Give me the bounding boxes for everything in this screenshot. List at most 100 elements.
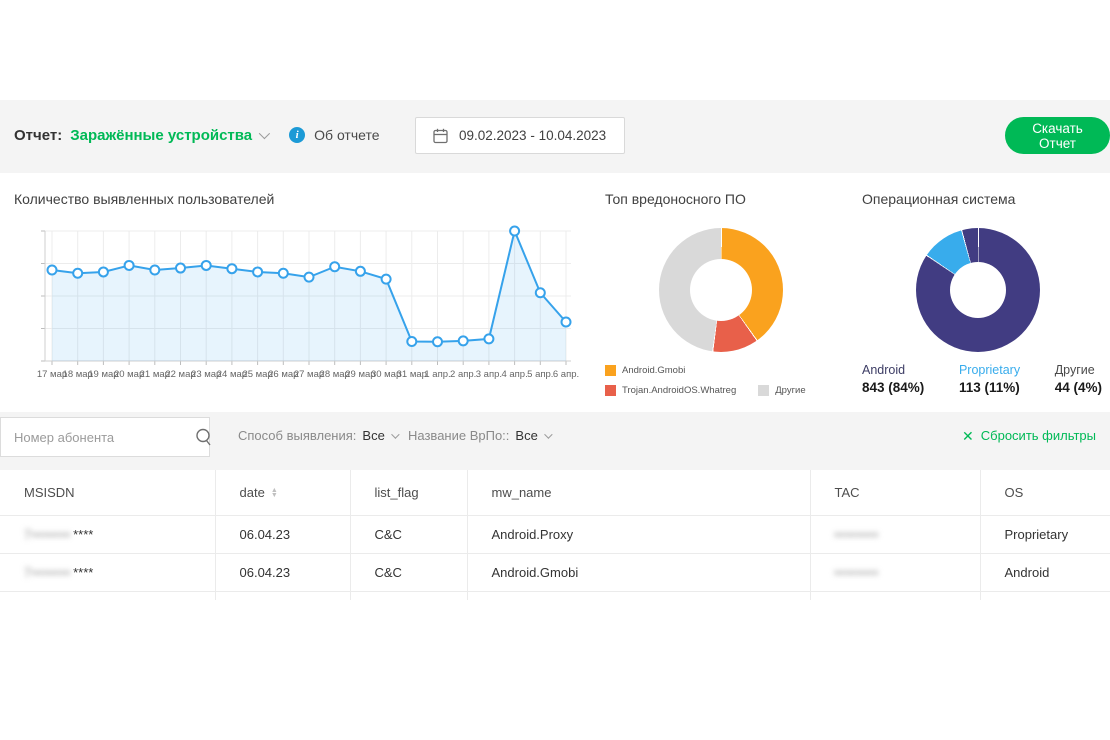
column-header-os: OS <box>979 470 1110 516</box>
legend-item[interactable]: Android.Gmobi <box>605 365 685 376</box>
devices-table-card: MSISDN date ▲ ▼ list_flag mw_name TAC OS 7•••••… <box>0 470 1110 600</box>
x-tick-label: 28 мар <box>320 369 350 380</box>
os-stat-value: 843 (84%) <box>862 380 925 395</box>
x-tick-label: 30 мар <box>371 369 401 380</box>
legend-swatch <box>605 385 616 396</box>
filter-value: Все <box>515 428 538 443</box>
msisdn-mask-suffix: **** <box>73 526 94 542</box>
msisdn-mask-suffix: **** <box>73 564 94 580</box>
users-line-chart: 17 мар 18 мар 19 мар 20 мар 21 мар 22 мар 23 м… <box>14 221 590 393</box>
report-header: Отчет: Заражённые устройства i Об отчете <box>0 100 1110 170</box>
about-report-link[interactable]: Об отчете <box>314 127 380 143</box>
cell-tac: •••••••• <box>809 553 981 592</box>
x-tick-label: 20 мар <box>114 369 144 380</box>
filter-label: Способ выявления: <box>238 428 357 443</box>
malware-chart-title: Топ вредоносного ПО <box>605 191 746 207</box>
os-stat-value: 113 (11%) <box>958 380 1020 395</box>
cell-os: Android <box>979 553 1110 592</box>
legend-item[interactable]: Другие <box>758 385 806 396</box>
os-stat-label: Android <box>862 363 906 377</box>
cell-list-flag: C&C <box>349 553 468 592</box>
blurred-tac: •••••••• <box>834 526 879 542</box>
x-tick-label: 19 мар <box>88 369 118 380</box>
sort-icon[interactable]: ▲ ▼ <box>270 486 278 500</box>
cell-date: 06.04.23 <box>214 515 351 554</box>
search-icon <box>196 428 211 446</box>
os-donut-hole <box>950 262 1006 318</box>
column-header-tac: TAC <box>809 470 981 516</box>
cell-msisdn: 7••••••• **** <box>0 553 216 592</box>
chevron-down-icon <box>390 429 400 439</box>
table-row[interactable]: 7••••••• **** 06.04.23 C&C Android.Gmobi ••••… <box>0 553 1110 592</box>
column-header-msisdn: MSISDN <box>0 470 216 516</box>
filter-value: Все <box>362 428 385 443</box>
reset-filters-label: Сбросить фильтры <box>980 428 1096 443</box>
info-icon[interactable]: i <box>289 127 306 143</box>
search-input[interactable] <box>1 429 190 445</box>
x-tick-label: 26 мар <box>268 369 298 380</box>
x-tick-label: 4 апр. <box>501 369 527 380</box>
search-button[interactable] <box>190 427 226 447</box>
legend-swatch <box>605 365 616 376</box>
x-tick-label: 5 апр. <box>527 369 553 380</box>
table-row[interactable]: 7••••••• **** 06.04.23 C&C Android.Proxy ••••… <box>0 515 1110 554</box>
cell-msisdn: 7••••••• **** <box>0 515 216 554</box>
malware-legend: Android.Gmobi Trojan.AndroidOS.Whatreg Дру… <box>605 365 845 396</box>
date-range-picker[interactable]: 09.02.2023 - 10.04.2023 <box>415 117 625 154</box>
date-range-value: 09.02.2023 - 10.04.2023 <box>459 128 607 143</box>
close-icon: ✕ <box>962 427 974 444</box>
os-stat: Другие 44 (4%) <box>1055 363 1102 395</box>
charts-card: Количество выявленных пользователей Топ … <box>0 173 1110 412</box>
x-tick-label: 27 мар <box>294 369 324 380</box>
os-stat: Android 843 (84%) <box>862 363 924 395</box>
filter-label: Название ВрПо:: <box>408 428 510 443</box>
reset-filters-button[interactable]: ✕ Сбросить фильтры <box>962 428 1096 443</box>
x-tick-label: 6 апр. <box>553 369 579 380</box>
chevron-down-icon[interactable] <box>258 127 271 140</box>
cell-tac: •••••••• <box>809 515 981 554</box>
legend-swatch <box>758 385 770 396</box>
malware-donut-hole <box>690 259 752 321</box>
cell-os: Proprietary <box>979 515 1110 554</box>
x-tick-label: 24 мар <box>217 369 247 380</box>
x-tick-label: 17 мар <box>37 369 67 380</box>
blurred-tac: •••••••• <box>834 564 879 580</box>
cell-mw-name: Android.Gmobi <box>466 553 811 592</box>
chevron-down-icon <box>543 429 553 439</box>
x-tick-label: 25 мар <box>242 369 272 380</box>
filter-row: Способ выявления: Все Название ВрПо:: Вс… <box>0 417 1110 459</box>
legend-label: Trojan.AndroidOS.Whatreg <box>622 385 737 396</box>
legend-item[interactable]: Trojan.AndroidOS.Whatreg <box>605 385 736 396</box>
devices-table: MSISDN date ▲ ▼ list_flag mw_name TAC OS 7•••••… <box>0 470 1110 600</box>
filter-malware-name[interactable]: Название ВрПо:: Все <box>408 428 553 443</box>
x-tick-label: 3 апр. <box>476 369 502 380</box>
column-header-date[interactable]: date ▲ ▼ <box>214 470 351 516</box>
legend-label: Android.Gmobi <box>622 365 686 376</box>
x-tick-label: 18 мар <box>63 369 93 380</box>
cell-mw-name: Android.Proxy <box>466 515 811 554</box>
download-report-button[interactable]: Скачать Отчет <box>1005 117 1110 154</box>
os-stat-label: Другие <box>1054 363 1095 377</box>
calendar-icon <box>433 128 448 143</box>
filter-detection-method[interactable]: Способ выявления: Все <box>238 428 400 443</box>
x-tick-label: 31 мар <box>397 369 427 380</box>
table-header-row: MSISDN date ▲ ▼ list_flag mw_name TAC OS <box>0 470 1110 516</box>
x-tick-label: 2 апр. <box>450 369 476 380</box>
os-chart-title: Операционная система <box>862 191 1016 207</box>
report-selector[interactable]: Заражённые устройства <box>70 126 253 144</box>
blurred-msisdn: 7••••••• <box>24 526 72 542</box>
x-tick-label: 21 мар <box>140 369 170 380</box>
subscriber-search <box>0 417 211 457</box>
legend-label: Другие <box>775 385 806 396</box>
column-header-mw_name: mw_name <box>466 470 811 516</box>
blurred-msisdn: 7••••••• <box>24 564 72 580</box>
report-label: Отчет: <box>14 126 63 144</box>
column-header-list_flag: list_flag <box>349 470 468 516</box>
x-tick-label: 22 мар <box>165 369 195 380</box>
cell-list-flag: C&C <box>349 515 468 554</box>
x-tick-label: 29 мар <box>345 369 375 380</box>
x-tick-label: 23 мар <box>191 369 221 380</box>
line-chart-title: Количество выявленных пользователей <box>14 191 275 207</box>
